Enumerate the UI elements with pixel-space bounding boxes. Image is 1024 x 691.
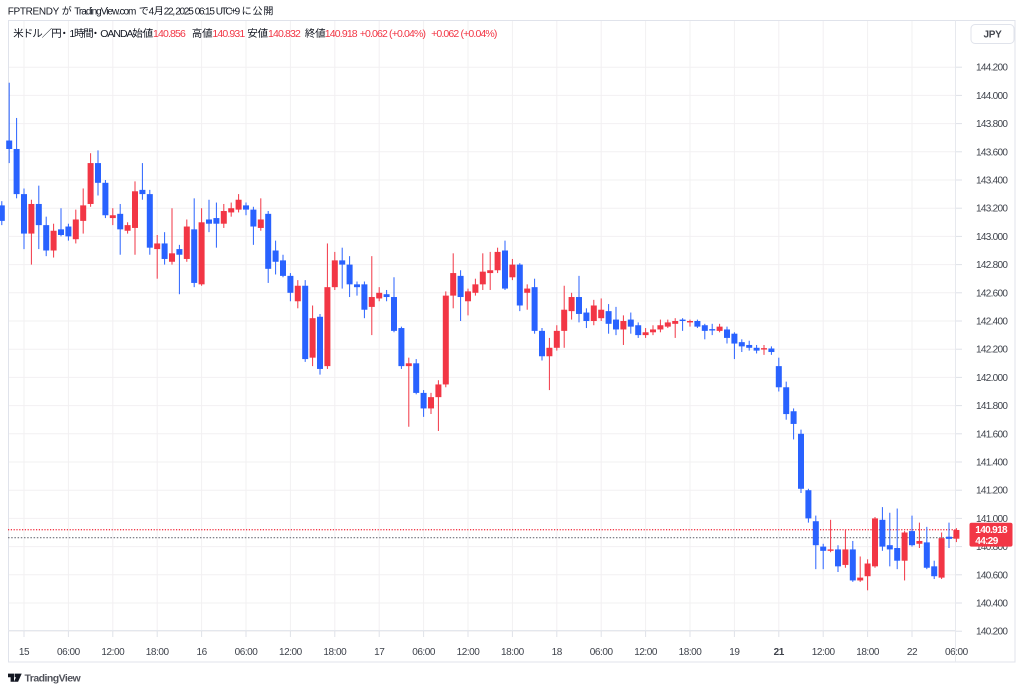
- svg-text:142.400: 142.400: [976, 317, 1008, 328]
- svg-text:144.200: 144.200: [976, 63, 1008, 74]
- svg-text:12:00: 12:00: [457, 647, 481, 658]
- svg-text:22: 22: [907, 647, 918, 658]
- svg-text:18:00: 18:00: [679, 647, 703, 658]
- svg-text:140.918: 140.918: [325, 28, 358, 40]
- svg-text:140.400: 140.400: [976, 599, 1008, 610]
- svg-text:141.000: 141.000: [976, 514, 1008, 525]
- svg-text:18: 18: [552, 647, 563, 658]
- svg-text:12:00: 12:00: [634, 647, 658, 658]
- svg-text:142.200: 142.200: [976, 345, 1008, 356]
- svg-text:12:00: 12:00: [279, 647, 303, 658]
- svg-text:21: 21: [774, 647, 785, 658]
- svg-text:15: 15: [19, 647, 30, 658]
- svg-text:143.800: 143.800: [976, 119, 1008, 130]
- svg-text:06:00: 06:00: [590, 647, 614, 658]
- svg-text:2025: 2025: [175, 6, 194, 17]
- svg-text:142.800: 142.800: [976, 260, 1008, 271]
- svg-text:143.000: 143.000: [976, 232, 1008, 243]
- svg-text:140.800: 140.800: [976, 542, 1008, 553]
- svg-text:143.600: 143.600: [976, 147, 1008, 158]
- svg-text:18:00: 18:00: [501, 647, 525, 658]
- svg-text:06:00: 06:00: [945, 647, 969, 658]
- svg-text:140.918: 140.918: [975, 525, 1008, 536]
- svg-text:140.931: 140.931: [212, 28, 245, 40]
- svg-text:06:00: 06:00: [412, 647, 436, 658]
- svg-text:OANDA: OANDA: [100, 28, 133, 40]
- svg-text:22,: 22,: [164, 6, 175, 17]
- svg-text:44:29: 44:29: [975, 536, 998, 547]
- svg-text:17: 17: [374, 647, 385, 658]
- svg-text:4: 4: [149, 6, 155, 17]
- svg-text:142.000: 142.000: [976, 373, 1008, 384]
- svg-text:06:15: 06:15: [195, 6, 216, 17]
- svg-text:142.600: 142.600: [976, 288, 1008, 299]
- svg-text:FPTRENDY: FPTRENDY: [8, 6, 60, 17]
- svg-text:141.400: 141.400: [976, 458, 1008, 469]
- svg-text:19: 19: [729, 647, 740, 658]
- svg-text:12:00: 12:00: [101, 647, 125, 658]
- svg-text:144.000: 144.000: [976, 91, 1008, 102]
- svg-text:UTC+9: UTC+9: [216, 6, 241, 17]
- svg-text:06:00: 06:00: [235, 647, 259, 658]
- svg-text:143.400: 143.400: [976, 176, 1008, 187]
- svg-text:12:00: 12:00: [812, 647, 836, 658]
- svg-text:+0.062 (+0.04%): +0.062 (+0.04%): [431, 28, 497, 40]
- svg-text:141.600: 141.600: [976, 429, 1008, 440]
- svg-text:18:00: 18:00: [856, 647, 880, 658]
- svg-text:141.200: 141.200: [976, 486, 1008, 497]
- svg-text:1: 1: [69, 28, 75, 40]
- svg-text:140.200: 140.200: [976, 627, 1008, 638]
- svg-text:JPY: JPY: [983, 30, 1002, 41]
- svg-text:TradingView: TradingView: [25, 672, 82, 684]
- svg-text:140.600: 140.600: [976, 570, 1008, 581]
- svg-text:+0.062 (+0.04%): +0.062 (+0.04%): [360, 28, 426, 40]
- svg-text:18:00: 18:00: [323, 647, 347, 658]
- svg-text:18:00: 18:00: [146, 647, 170, 658]
- svg-text:140.832: 140.832: [268, 28, 301, 40]
- svg-text:06:00: 06:00: [57, 647, 81, 658]
- svg-text:140.856: 140.856: [153, 28, 186, 40]
- svg-text:TradingView.com: TradingView.com: [74, 6, 136, 17]
- svg-text:141.800: 141.800: [976, 401, 1008, 412]
- svg-text:143.200: 143.200: [976, 204, 1008, 215]
- svg-text:16: 16: [196, 647, 207, 658]
